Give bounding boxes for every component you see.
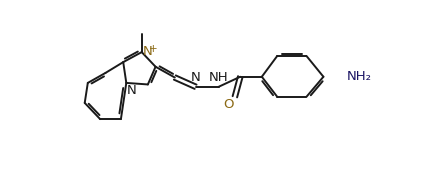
Text: NH: NH [208,71,228,84]
Text: N: N [127,84,137,98]
Text: N: N [190,71,200,84]
Text: NH₂: NH₂ [346,70,371,83]
Text: +: + [148,44,157,54]
Text: N: N [143,45,153,58]
Text: O: O [222,98,233,111]
